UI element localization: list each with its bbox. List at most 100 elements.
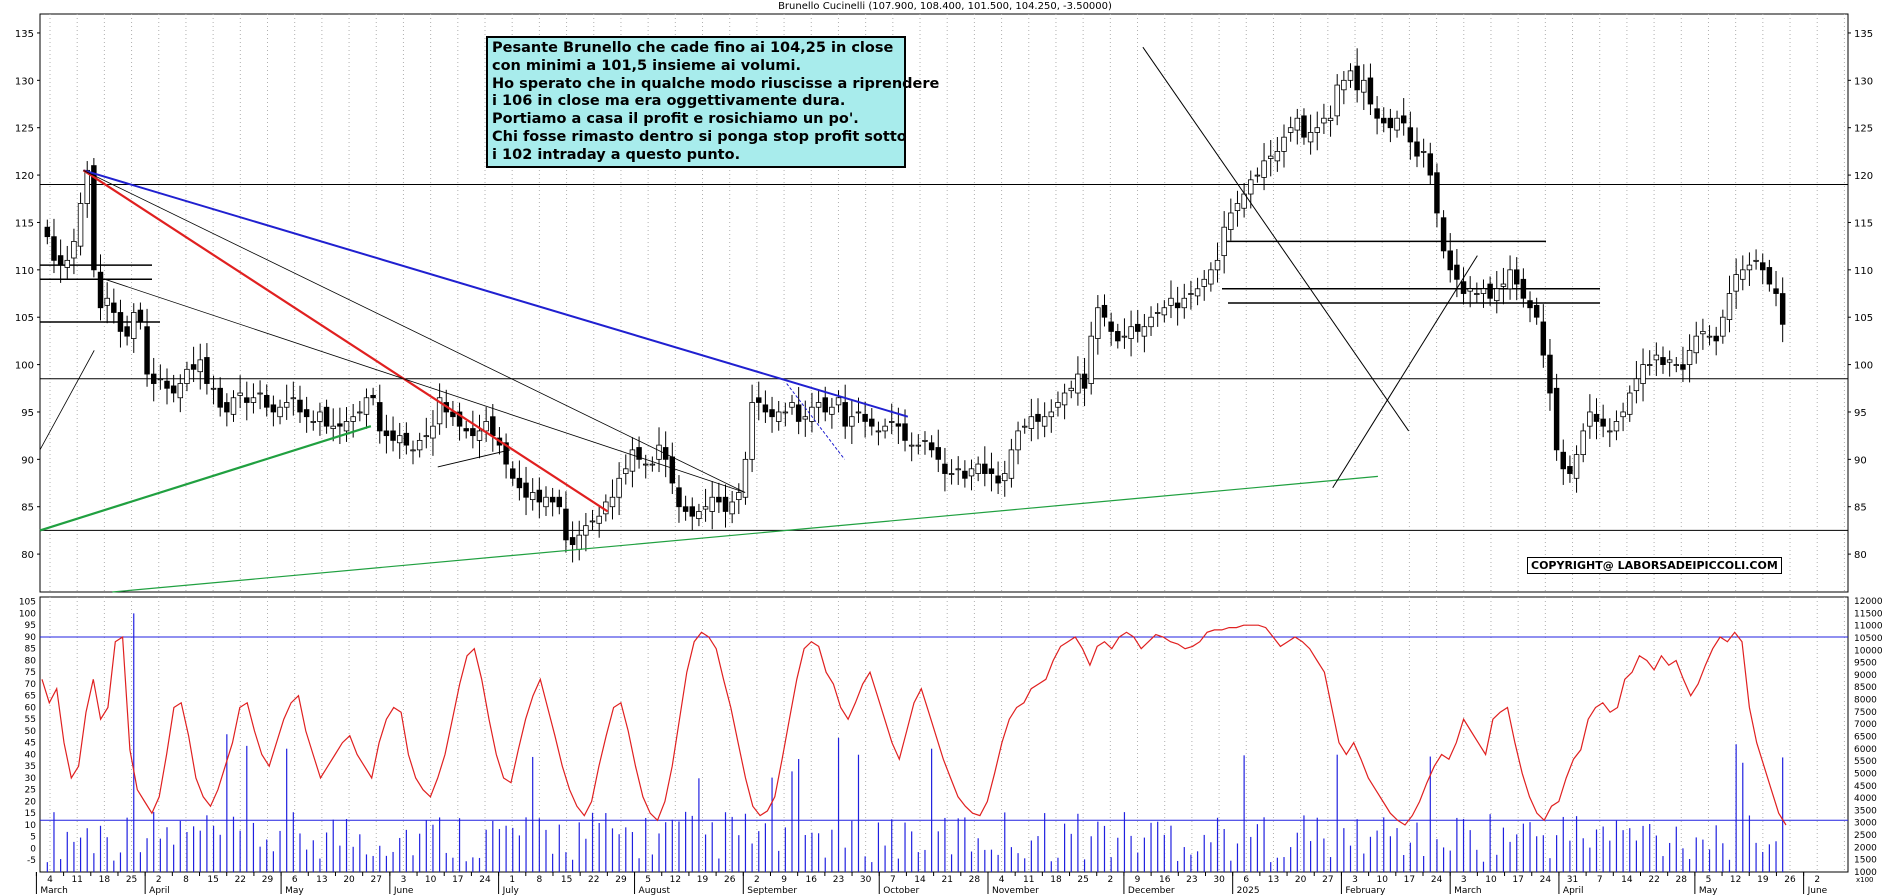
- candle-down: [244, 397, 250, 403]
- price-tick-label-left: 115: [15, 218, 34, 229]
- candle-down: [1680, 364, 1686, 370]
- candle-down: [716, 496, 722, 503]
- candle-down: [403, 432, 410, 446]
- candle-up: [483, 421, 489, 432]
- volume-tick-label: 5500: [1854, 757, 1877, 767]
- candle-up: [290, 397, 297, 400]
- candle-up: [1394, 117, 1400, 131]
- candle-down: [1434, 172, 1440, 214]
- black-trend-line: [104, 278, 746, 493]
- x-day-label: 4: [47, 875, 53, 885]
- candle-down: [1547, 354, 1553, 394]
- candle-down: [57, 255, 64, 266]
- candle-down: [682, 506, 689, 512]
- volume-tick-label: 6000: [1854, 745, 1877, 755]
- candle-up: [257, 392, 263, 395]
- x-month-label: October: [883, 886, 919, 895]
- candle-down: [795, 404, 802, 422]
- candle-up: [656, 444, 662, 460]
- price-tick-label-right: 85: [1854, 503, 1867, 514]
- candle-up: [157, 378, 164, 381]
- price-tick-label-left: 100: [15, 361, 34, 372]
- candle-up: [1580, 430, 1586, 456]
- volume-tick-label: 10500: [1854, 634, 1883, 644]
- volume-tick-label: 9500: [1854, 659, 1877, 669]
- price-tick-label-right: 105: [1854, 313, 1873, 324]
- x-month-label: April: [149, 886, 170, 895]
- x-day-label: 21: [941, 875, 952, 885]
- candle-down: [1760, 262, 1766, 271]
- candle-up: [357, 411, 363, 414]
- candle-up: [1075, 373, 1081, 394]
- candle-down: [170, 385, 177, 394]
- volume-tick-label: 5000: [1854, 769, 1877, 779]
- candle-up: [749, 402, 755, 460]
- candle-up: [1148, 316, 1154, 328]
- x-day-label: 13: [316, 875, 327, 885]
- x-day-label: 18: [99, 875, 111, 885]
- candle-up: [283, 402, 290, 408]
- candle-up: [1061, 392, 1068, 406]
- candle-up: [436, 397, 443, 425]
- candle-up: [104, 297, 110, 306]
- price-tick-label-left: 80: [21, 550, 34, 561]
- candle-up: [1281, 136, 1287, 152]
- x-month-label: August: [639, 886, 671, 895]
- candle-up: [1720, 316, 1726, 337]
- x-day-label: 31: [1567, 875, 1578, 885]
- candle-up: [855, 411, 862, 414]
- candle-down: [1447, 250, 1453, 271]
- candle-up: [1214, 259, 1221, 271]
- candle-down: [1381, 117, 1387, 124]
- candle-up: [396, 435, 403, 444]
- candle-down: [1560, 451, 1566, 470]
- candle-up: [410, 449, 416, 452]
- candle-up: [583, 525, 589, 536]
- price-tick-label-left: 125: [15, 124, 34, 135]
- price-tick-label-left: 95: [21, 408, 34, 419]
- x-day-label: 11: [1023, 875, 1034, 885]
- candle-up: [1002, 473, 1008, 482]
- x-day-label: 2: [156, 875, 162, 885]
- candle-down: [523, 482, 529, 498]
- candle-down: [164, 380, 170, 389]
- oscillator-tick-label: 45: [25, 739, 36, 749]
- candle-up: [430, 425, 436, 439]
- black-trend-line: [1142, 46, 1410, 432]
- candle-down: [822, 397, 828, 413]
- candle-up: [1474, 293, 1480, 295]
- oscillator-tick-label: 15: [25, 809, 36, 819]
- x-day-label: 12: [1730, 875, 1741, 885]
- x-day-label: 28: [1676, 875, 1688, 885]
- red-trend-line: [82, 169, 609, 513]
- oscillator-tick-label: 85: [25, 645, 36, 655]
- x-day-label: 24: [479, 875, 491, 885]
- candle-up: [1294, 117, 1301, 131]
- x-month-label: December: [1128, 886, 1175, 895]
- x-day-label: 11: [71, 875, 82, 885]
- oscillator-tick-label: 40: [25, 750, 37, 760]
- volume-tick-label: 7000: [1854, 720, 1877, 730]
- candle-down: [383, 430, 390, 437]
- candle-up: [210, 387, 217, 390]
- x-day-label: 17: [1404, 875, 1415, 885]
- candle-up: [476, 430, 483, 441]
- candle-up: [1228, 212, 1234, 230]
- candle-down: [150, 373, 157, 384]
- candle-down: [549, 496, 556, 503]
- candle-up: [1347, 70, 1354, 81]
- candle-down: [636, 447, 642, 460]
- candle-down: [988, 468, 995, 474]
- x-day-label: 15: [207, 875, 218, 885]
- candle-up: [1633, 378, 1640, 392]
- candle-down: [1520, 278, 1527, 299]
- price-tick-label-left: 85: [21, 503, 34, 514]
- price-tick-label-right: 95: [1854, 408, 1867, 419]
- price-panel-frame: [39, 13, 1849, 593]
- candle-up: [1693, 335, 1699, 354]
- candle-down: [1115, 331, 1121, 342]
- candle-up: [1480, 288, 1487, 294]
- volume-tick-label: 6500: [1854, 733, 1877, 743]
- candle-up: [1128, 326, 1134, 339]
